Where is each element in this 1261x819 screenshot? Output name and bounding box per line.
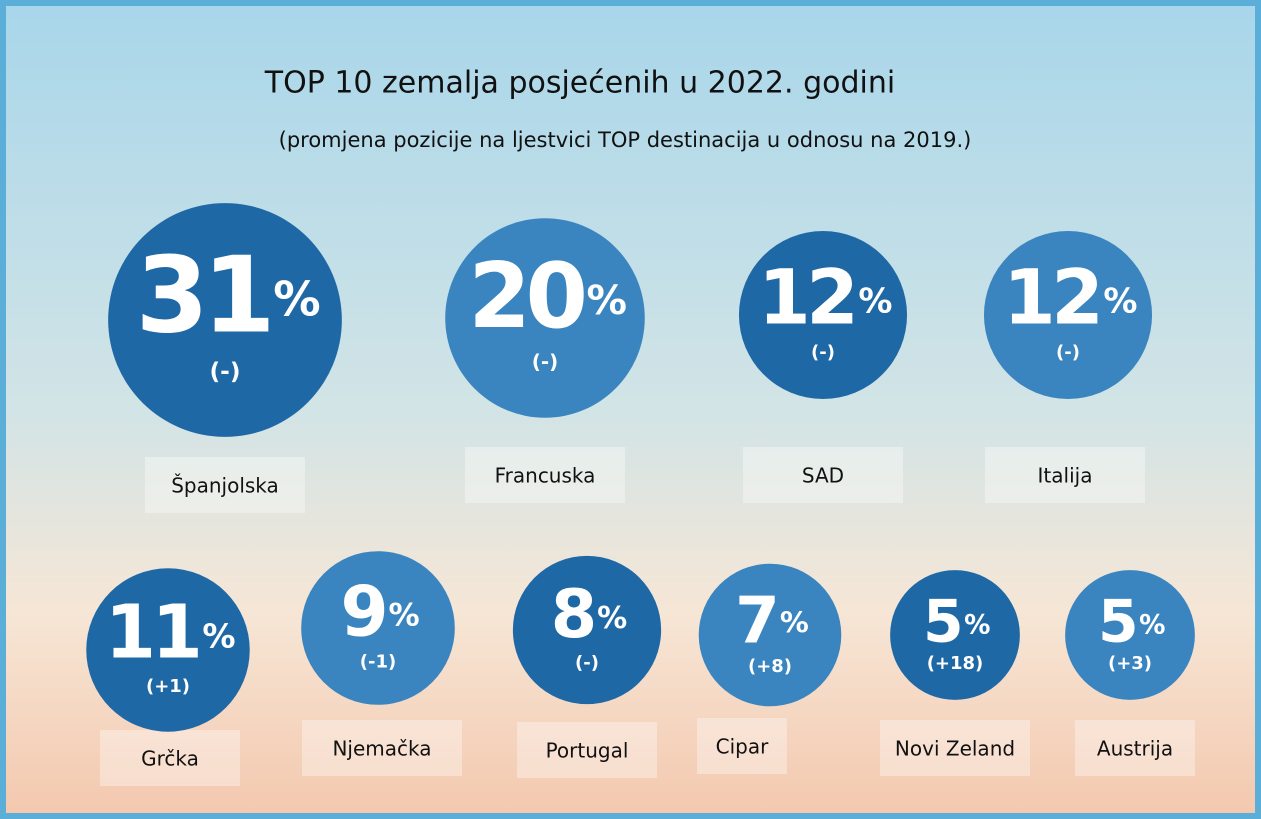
value-number: 31 xyxy=(136,233,270,356)
label-box xyxy=(517,722,657,778)
change-label: (+3) xyxy=(1108,653,1152,674)
country-label: Njemačka xyxy=(332,737,431,761)
value-unit: % xyxy=(1139,610,1165,640)
country-label: Grčka xyxy=(141,747,199,771)
country-label: Italija xyxy=(1038,464,1093,488)
change-label: (-1) xyxy=(360,652,396,673)
label-box xyxy=(302,720,462,776)
value-unit: % xyxy=(1103,281,1136,321)
value-unit: % xyxy=(388,597,419,633)
bubble xyxy=(1065,570,1195,700)
bubble xyxy=(983,230,1153,400)
value-label: 31% xyxy=(136,233,320,356)
value-number: 5 xyxy=(923,587,960,655)
bubble xyxy=(86,568,250,732)
value-number: 7 xyxy=(735,583,776,658)
country-label: Novi Zeland xyxy=(895,737,1015,761)
value-number: 12 xyxy=(758,253,854,341)
value-unit: % xyxy=(587,276,627,324)
change-label: (-) xyxy=(811,342,835,363)
value-unit: % xyxy=(597,600,627,635)
bubble xyxy=(108,203,342,437)
value-unit: % xyxy=(202,616,235,655)
value-number: 11 xyxy=(105,591,199,676)
label-box xyxy=(1075,720,1195,776)
change-label: (+1) xyxy=(146,676,190,697)
label-box xyxy=(880,720,1030,776)
value-unit: % xyxy=(273,272,319,327)
value-label: 5% xyxy=(923,587,990,655)
value-number: 5 xyxy=(1098,587,1135,655)
value-number: 20 xyxy=(468,245,584,349)
country-label: SAD xyxy=(802,464,844,488)
value-label: 11% xyxy=(105,591,236,676)
value-label: 8% xyxy=(551,575,627,653)
bubble xyxy=(512,555,662,705)
label-box xyxy=(985,447,1145,503)
value-unit: % xyxy=(858,281,891,321)
country-label: Francuska xyxy=(495,464,596,488)
value-number: 8 xyxy=(551,575,594,653)
value-label: 12% xyxy=(758,253,891,341)
change-label: (-) xyxy=(209,357,240,385)
value-number: 9 xyxy=(341,573,385,653)
chart-title: TOP 10 zemalja posjećenih u 2022. godini xyxy=(264,66,895,101)
change-label: (-) xyxy=(1056,342,1080,363)
bubble xyxy=(301,551,455,705)
bubble xyxy=(890,570,1020,700)
country-label: Cipar xyxy=(716,735,769,759)
value-unit: % xyxy=(964,610,990,640)
label-box xyxy=(100,730,240,786)
bubble xyxy=(738,230,908,400)
label-box xyxy=(465,447,625,503)
change-label: (-) xyxy=(532,349,559,373)
value-number: 12 xyxy=(1003,253,1099,341)
bubble xyxy=(445,218,645,418)
bubble xyxy=(698,563,842,707)
change-label: (-) xyxy=(575,652,599,673)
label-box xyxy=(743,447,903,503)
label-box xyxy=(145,457,305,513)
country-label: Austrija xyxy=(1097,737,1173,761)
label-box xyxy=(697,718,787,774)
value-unit: % xyxy=(780,605,808,639)
change-label: (+18) xyxy=(927,653,984,674)
change-label: (+8) xyxy=(748,656,792,677)
chart-subtitle: (promjena pozicije na ljestvici TOP dest… xyxy=(279,128,972,152)
country-label: Portugal xyxy=(546,739,629,763)
country-label: Španjolska xyxy=(171,474,279,498)
